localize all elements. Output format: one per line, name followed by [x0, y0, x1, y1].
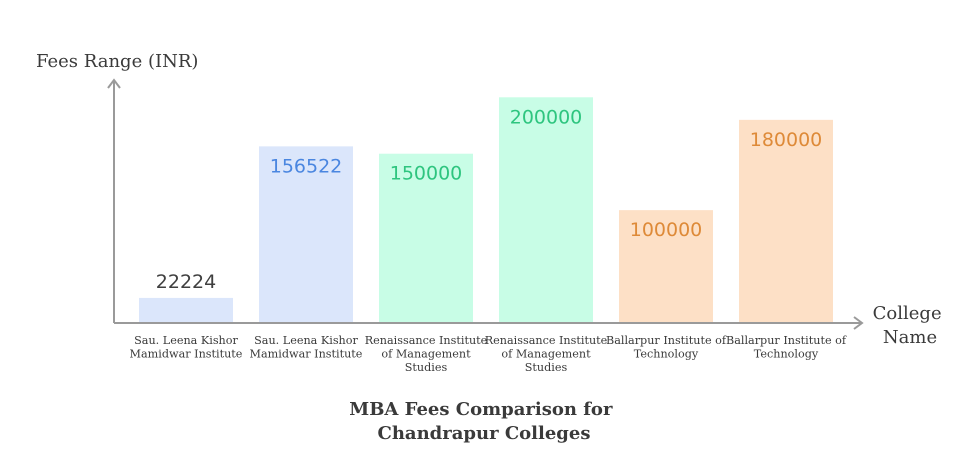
bars-group	[139, 97, 833, 323]
y-axis-label: Fees Range (INR)	[36, 51, 198, 72]
y-axis-arrow-icon	[107, 78, 121, 89]
bar-value-label: 150000	[390, 163, 463, 185]
x-tick-label-line: Ballarpur Institute of	[726, 334, 847, 347]
bar	[739, 119, 833, 322]
x-tick-label: Ballarpur Institute of Technology	[726, 334, 847, 361]
x-tick-label: Sau. Leena Kishor Mamidwar Institute	[130, 334, 243, 361]
bar	[139, 297, 233, 322]
x-axis-arrow-icon	[853, 316, 864, 330]
bar-value-label: 180000	[750, 129, 823, 151]
bar-value-label: 200000	[510, 106, 583, 128]
x-tick-label-line: Renaissance Institute	[485, 334, 608, 347]
x-axis-label-line: Name	[883, 327, 937, 348]
value-labels-group: 22224 156522 150000 200000 100000 180000	[156, 106, 822, 293]
x-tick-label-line: Mamidwar Institute	[250, 348, 363, 361]
bar-value-label: 156522	[270, 155, 343, 177]
chart-title: MBA Fees Comparison for Chandrapur Colle…	[349, 399, 618, 444]
x-tick-label-line: Technology	[634, 348, 699, 361]
bar-value-label: 100000	[630, 219, 703, 241]
x-axis-label-line: College	[873, 303, 942, 324]
x-tick-label-line: Sau. Leena Kishor	[134, 334, 238, 347]
x-tick-label: Ballarpur Institute of Technology	[606, 334, 727, 361]
bar	[619, 210, 713, 322]
chart-title-line: MBA Fees Comparison for	[349, 399, 613, 420]
x-tick-label-line: Mamidwar Institute	[130, 348, 243, 361]
axes-group	[107, 78, 864, 330]
x-tick-label-line: Studies	[405, 361, 448, 374]
x-tick-label-line: of Management	[381, 348, 471, 361]
bar	[379, 153, 473, 322]
category-labels-group: Sau. Leena Kishor Mamidwar InstituteSau. …	[130, 334, 847, 374]
chart-title-line: Chandrapur Colleges	[378, 423, 591, 444]
x-tick-label: Renaissance Institute of Management Studie…	[365, 334, 488, 374]
x-axis-label: College Name	[873, 303, 948, 348]
bar	[499, 97, 593, 323]
x-tick-label-line: Sau. Leena Kishor	[254, 334, 358, 347]
x-tick-label-line: Ballarpur Institute of	[606, 334, 727, 347]
x-tick-label-line: Technology	[754, 348, 819, 361]
bar	[259, 146, 353, 322]
x-tick-label: Renaissance Institute of Management Studie…	[485, 334, 608, 374]
x-tick-label-line: Renaissance Institute	[365, 334, 488, 347]
x-tick-label-line: Studies	[525, 361, 568, 374]
bar-value-label: 22224	[156, 271, 216, 293]
x-tick-label: Sau. Leena Kishor Mamidwar Institute	[250, 334, 363, 361]
x-tick-label-line: of Management	[501, 348, 591, 361]
